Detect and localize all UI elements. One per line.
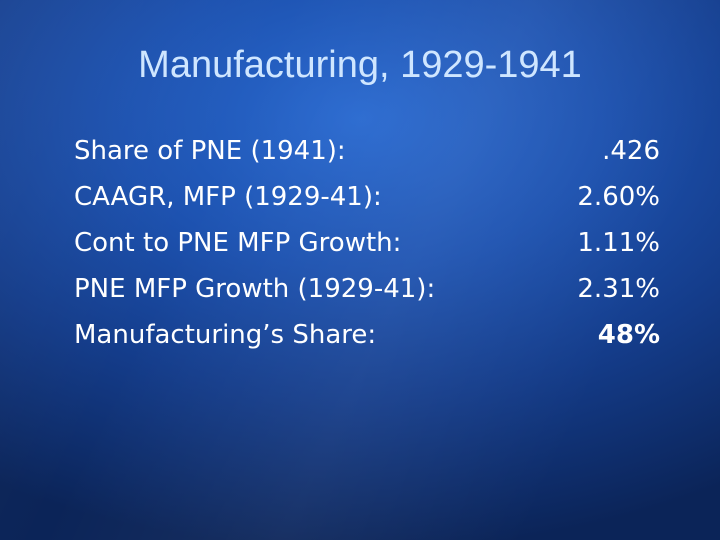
item-label: Share of PNE (1941): [74, 136, 346, 166]
item-label: CAAGR, MFP (1929-41): [74, 182, 382, 212]
slide-title: Manufacturing, 1929-1941 [138, 44, 582, 86]
item-value: 1.11% [577, 228, 660, 258]
item-value: 2.60% [577, 182, 660, 212]
bullet-item: Cont to PNE MFP Growth: 1.11% [48, 220, 660, 266]
item-label: Cont to PNE MFP Growth: [74, 228, 402, 258]
item-value: 2.31% [577, 274, 660, 304]
bullet-item: Manufacturing’s Share: 48% [48, 312, 660, 358]
item-label: PNE MFP Growth (1929-41): [74, 274, 436, 304]
bullet-item: CAAGR, MFP (1929-41): 2.60% [48, 174, 660, 220]
item-value: .426 [602, 136, 660, 166]
bullet-list: Share of PNE (1941): .426 CAAGR, MFP (1929… [48, 128, 660, 358]
bullet-item: Share of PNE (1941): .426 [48, 128, 660, 174]
item-value: 48% [597, 320, 660, 350]
item-label: Manufacturing’s Share: [74, 320, 377, 350]
bullet-item: PNE MFP Growth (1929-41): 2.31% [48, 266, 660, 312]
